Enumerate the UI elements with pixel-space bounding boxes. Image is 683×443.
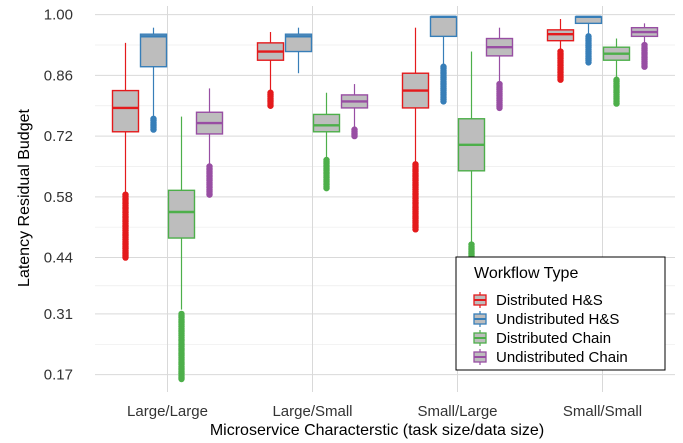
box-3-1 [342, 84, 368, 139]
y-tick-label: 1.00 [44, 7, 73, 24]
iqr-box [169, 190, 195, 238]
legend-label: Distributed Chain [496, 330, 611, 347]
box-2-0 [169, 117, 195, 383]
legend-label: Undistributed Chain [496, 349, 628, 366]
box-1-0 [141, 28, 167, 133]
y-tick-label: 0.86 [44, 67, 73, 84]
y-tick-label: 0.58 [44, 189, 73, 206]
box-3-0 [197, 88, 223, 197]
x-tick-label: Large/Small [272, 403, 352, 420]
y-tick-label: 0.31 [44, 306, 73, 323]
x-tick-label: Large/Large [127, 403, 208, 420]
y-tick-label: 0.72 [44, 128, 73, 145]
iqr-box [141, 34, 167, 67]
box-3-2 [487, 28, 513, 111]
x-axis-title: Microservice Characterstic (task size/da… [210, 422, 544, 439]
box-0-2 [403, 28, 429, 233]
box-0-1 [258, 32, 284, 109]
legend-item: Undistributed H&S [474, 311, 619, 328]
y-tick-label: 0.44 [44, 250, 73, 267]
iqr-box [314, 114, 340, 131]
legend-label: Undistributed H&S [496, 311, 619, 328]
box-1-3 [576, 17, 602, 66]
y-axis-title: Latency Residual Budget [16, 109, 33, 287]
box-3-3 [632, 23, 658, 70]
y-tick-label: 0.17 [44, 367, 73, 384]
legend-label: Distributed H&S [496, 292, 603, 309]
box-1-2 [431, 17, 457, 105]
legend-item: Undistributed Chain [474, 349, 628, 366]
legend: Workflow Type Distributed H&S Undistribut… [456, 257, 665, 370]
iqr-box [431, 17, 457, 37]
box-1-1 [286, 28, 312, 74]
box-2-3 [604, 39, 630, 107]
x-axis-ticks: Large/Large Large/Small Small/Large Small/S… [127, 403, 642, 420]
box-2-1 [314, 93, 340, 192]
x-tick-label: Small/Small [563, 403, 642, 420]
x-tick-label: Small/Large [417, 403, 497, 420]
legend-title: Workflow Type [474, 265, 578, 282]
box-0-3 [548, 19, 574, 83]
iqr-box [113, 91, 139, 132]
outlier-point [178, 311, 184, 317]
y-axis-ticks: 0.17 0.31 0.44 0.58 0.72 0.86 1.00 [44, 7, 73, 384]
